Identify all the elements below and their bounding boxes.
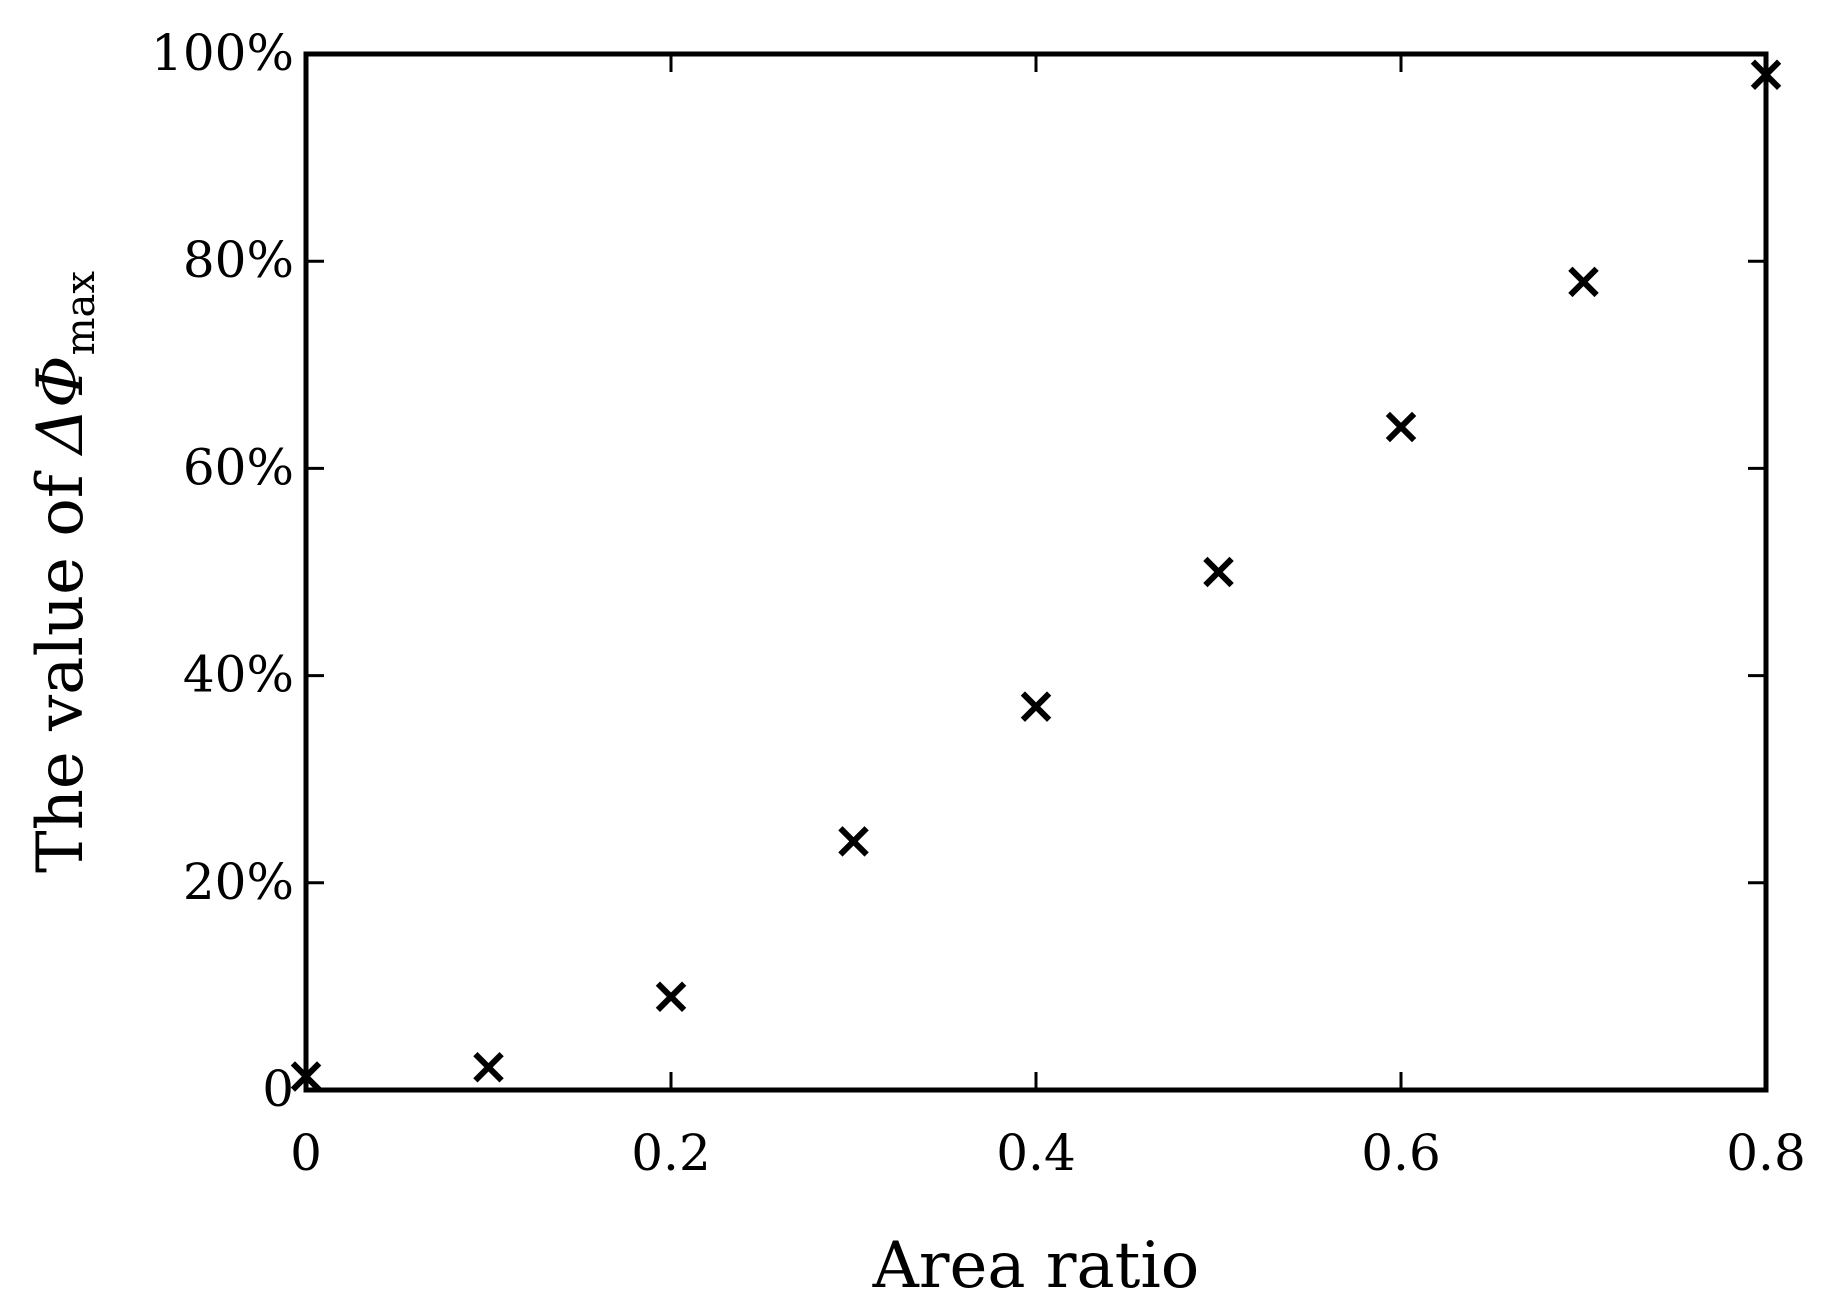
x-tick-label: 0 bbox=[290, 1124, 322, 1182]
data-point-x-marker bbox=[290, 1061, 322, 1092]
y-axis-ticks: 0 20% 40% 60% 80% 100% bbox=[151, 24, 1766, 1118]
y-tick-label: 20% bbox=[183, 853, 294, 911]
y-axis-title-subscript: max bbox=[58, 271, 104, 356]
y-axis-title-prefix: The value of bbox=[24, 454, 98, 873]
data-point-x-marker bbox=[1568, 266, 1599, 298]
y-axis-title: The value of ΔΦmax bbox=[24, 271, 104, 873]
x-tick-label: 0.6 bbox=[1361, 1124, 1441, 1182]
x-tick-label: 0.4 bbox=[996, 1124, 1076, 1182]
y-tick-label: 80% bbox=[183, 231, 294, 289]
y-tick-label: 60% bbox=[183, 438, 294, 496]
x-axis-ticks: 0 0.2 0.4 0.6 0.8 bbox=[290, 54, 1806, 1182]
data-point-x-marker bbox=[1385, 411, 1417, 443]
data-point-x-marker bbox=[473, 1051, 504, 1083]
x-tick-label: 0.8 bbox=[1726, 1124, 1806, 1182]
x-axis-title: Area ratio bbox=[872, 1229, 1200, 1303]
data-point-x-marker bbox=[1020, 691, 1052, 722]
data-points bbox=[290, 59, 1782, 1092]
y-tick-label: 0 bbox=[262, 1060, 294, 1118]
y-axis-title-symbol: ΔΦ bbox=[24, 355, 98, 457]
data-point-x-marker bbox=[1203, 556, 1234, 588]
data-point-x-marker bbox=[655, 981, 687, 1013]
plot-frame bbox=[303, 51, 1769, 1093]
data-point-x-marker bbox=[838, 826, 869, 857]
x-tick-label: 0.2 bbox=[631, 1124, 711, 1182]
y-tick-label: 40% bbox=[183, 646, 294, 704]
y-tick-label: 100% bbox=[151, 24, 294, 82]
data-point-x-marker bbox=[1750, 59, 1782, 90]
